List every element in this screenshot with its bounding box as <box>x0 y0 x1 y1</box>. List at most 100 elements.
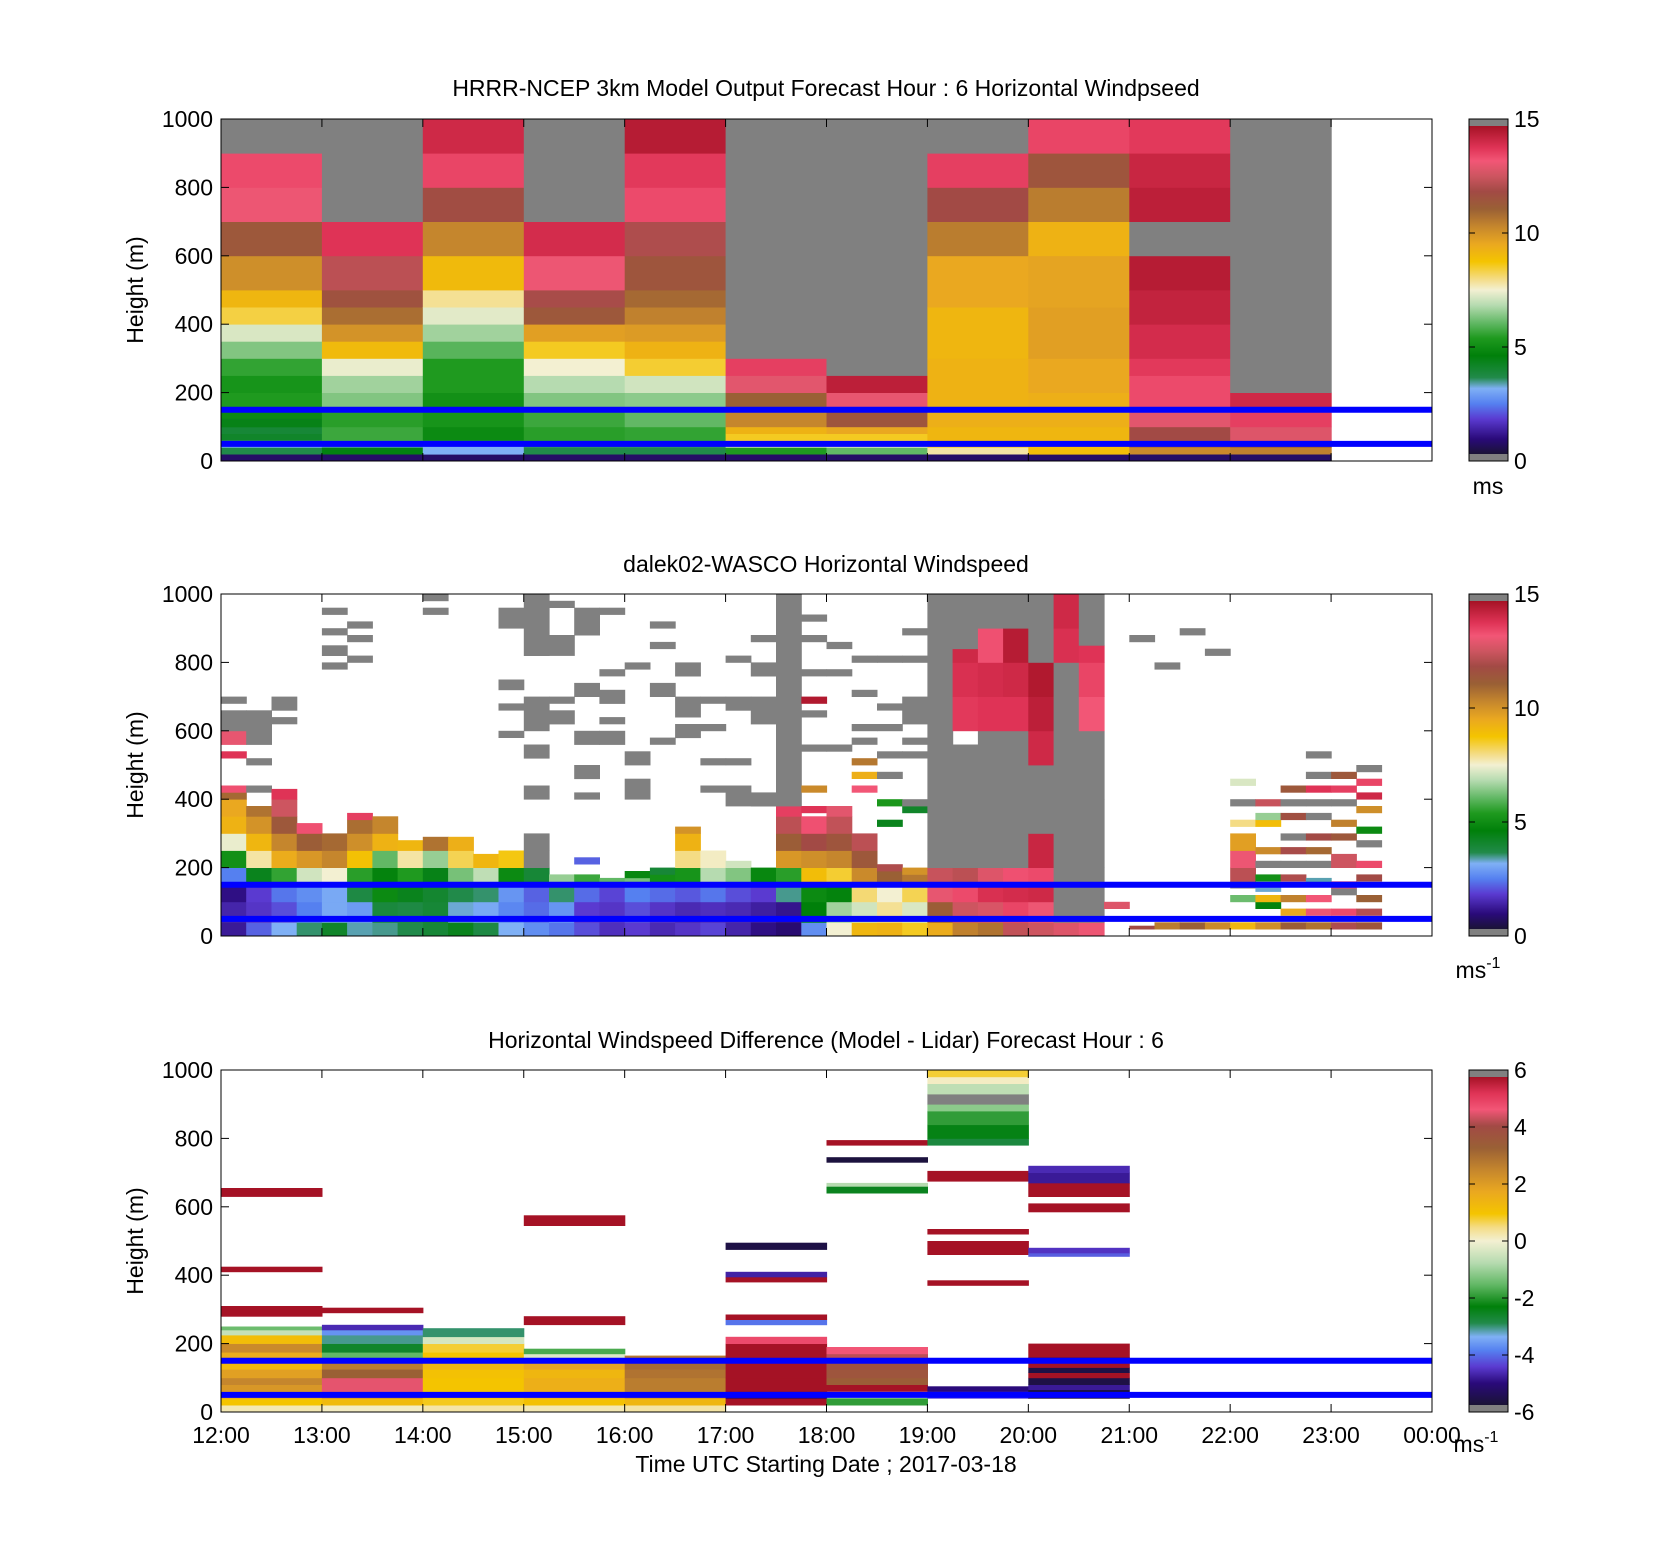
panel-difference-cell <box>1028 1362 1130 1368</box>
panel-model-cell <box>1028 221 1130 257</box>
panel-lidar-cell <box>1305 895 1332 903</box>
panel-difference-cell <box>1028 1384 1130 1391</box>
panel-difference-y-tick-label: 0 <box>200 1399 213 1425</box>
panel-difference-cell <box>927 1076 1029 1084</box>
panel-lidar-cell <box>1305 922 1332 930</box>
panel-difference-cell <box>221 1306 323 1317</box>
panel-lidar-cell <box>498 850 525 868</box>
panel-lidar-cell <box>549 710 575 725</box>
panel-model-cell <box>221 433 323 441</box>
panel-difference-cell <box>624 1360 727 1370</box>
panel-model-cell <box>927 358 1029 411</box>
panel-difference-cell <box>221 1352 323 1362</box>
panel-difference-cell <box>1028 1372 1130 1379</box>
panel-lidar-cell <box>1305 799 1332 807</box>
panel-difference-cell <box>624 1405 727 1412</box>
panel-model-cell <box>826 426 928 434</box>
panel-lidar-cell <box>851 922 878 936</box>
panel-model-cell <box>321 341 424 359</box>
panel-lidar-cell <box>221 785 247 793</box>
panel-lidar-cell <box>851 689 878 697</box>
panel-lidar-cell <box>549 635 575 656</box>
panel-model-cell <box>927 454 1029 461</box>
panel-lidar-cell <box>422 922 449 936</box>
panel-difference-cell <box>725 1336 828 1344</box>
panel-lidar-cell <box>851 850 878 868</box>
panel-model-cell <box>1129 447 1231 455</box>
panel-lidar-cell <box>221 799 247 817</box>
panel-model-cell <box>422 290 525 308</box>
panel-lidar-cell <box>296 867 323 886</box>
panel-lidar-cell <box>246 833 272 851</box>
panel-lidar-title: dalek02-WASCO Horizontal Windspeed <box>623 551 1029 577</box>
panel-model-cell <box>1129 255 1231 291</box>
panel-lidar-cell <box>1230 850 1256 868</box>
panel-lidar-cell <box>649 641 676 650</box>
panel-lidar-cell <box>624 871 651 879</box>
panel-lidar-cell <box>246 816 272 834</box>
panel-lidar-cell <box>1053 730 1080 766</box>
panel-model-cell <box>523 409 626 428</box>
panel-lidar-y-tick-label: 800 <box>175 649 213 675</box>
panel-difference-y-ticks: 0 200 400 600 800 1000 <box>162 1057 1432 1425</box>
panel-lidar-cell <box>523 850 550 868</box>
panel-lidar-cell <box>977 867 1004 886</box>
panel-difference-cell <box>422 1360 525 1370</box>
panel-model-cell <box>523 454 626 461</box>
panel-difference-x-tick-label: 22:00 <box>1201 1422 1259 1448</box>
panel-lidar-cell <box>725 867 752 886</box>
panel-lidar-reference-lines <box>221 881 1432 922</box>
panel-lidar-cell <box>826 744 853 752</box>
panel-lidar-cell <box>675 850 701 868</box>
panel-lidar-cell <box>750 884 777 903</box>
panel-difference-colorbar: -6 -4 -2 0 2 4 6 ms-1 <box>1454 1057 1535 1457</box>
panel-lidar-cell <box>448 884 474 903</box>
panel-difference-cell <box>321 1352 424 1362</box>
panel-lidar-cell <box>1280 812 1307 821</box>
panel-difference-y-tick-label: 200 <box>175 1331 213 1357</box>
panel-lidar-cell <box>750 635 777 643</box>
panel-lidar-cell <box>1356 806 1383 814</box>
panel-lidar-cell <box>1331 922 1357 930</box>
panel-model-cell <box>826 409 928 428</box>
panel-lidar-cell <box>498 679 525 691</box>
panel-difference-colorbar-tick-label: 4 <box>1514 1114 1527 1140</box>
panel-lidar-cell <box>271 717 298 725</box>
panel-model-cell <box>826 392 928 411</box>
panel-model-cell <box>826 119 928 376</box>
panel-lidar-cell <box>372 833 399 851</box>
panel-model-cell <box>422 255 525 291</box>
panel-lidar-cell <box>927 594 954 851</box>
panel-lidar-cell <box>1230 895 1256 903</box>
panel-difference-cell <box>321 1307 424 1314</box>
panel-model-cell <box>221 409 323 419</box>
panel-lidar-cell <box>246 806 272 817</box>
panel-lidar-cell <box>523 884 550 903</box>
panel-difference-cell <box>826 1186 928 1194</box>
panel-lidar-cell <box>246 867 272 886</box>
panel-lidar-cell <box>1356 778 1383 786</box>
panel-difference-cell <box>927 1386 1029 1392</box>
panel-lidar-y-tick-label: 200 <box>175 855 213 881</box>
panel-lidar-cell <box>1053 833 1080 886</box>
panel-lidar-cell <box>1078 730 1105 800</box>
panel-difference-cell <box>927 1138 1029 1146</box>
panel-model-cell <box>422 454 525 461</box>
panel-lidar-cell <box>1028 884 1055 903</box>
panel-lidar-cell <box>801 867 828 886</box>
panel-model-cell <box>1129 290 1231 325</box>
panel-model-cell <box>927 255 1029 308</box>
panel-model-y-tick-label: 0 <box>200 448 213 474</box>
panel-difference-cell <box>927 1111 1029 1126</box>
panel-difference-cell <box>523 1369 626 1379</box>
panel-lidar-colorbar-tick-label: 5 <box>1514 809 1527 835</box>
panel-lidar-cell <box>902 628 928 636</box>
panel-lidar-cell <box>1305 908 1332 916</box>
panel-model-cell <box>1028 426 1130 441</box>
panel-model-cell <box>624 221 727 257</box>
panel-difference-cell <box>624 1398 727 1406</box>
panel-lidar-cell <box>347 833 373 851</box>
panel-difference-cell <box>624 1369 727 1379</box>
panel-difference-cell <box>221 1343 323 1353</box>
panel-lidar-cell <box>1356 908 1383 916</box>
